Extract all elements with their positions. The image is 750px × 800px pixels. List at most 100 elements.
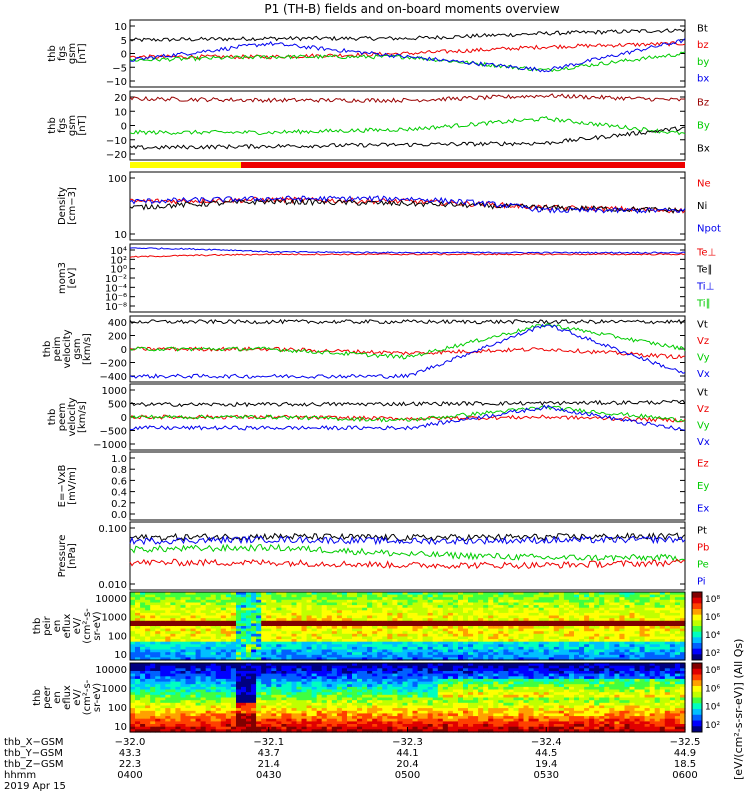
spectrogram-cell bbox=[160, 697, 166, 701]
spectrogram-cell bbox=[634, 641, 641, 645]
spectrogram-cell bbox=[483, 628, 489, 632]
spectrogram-cell bbox=[326, 641, 333, 645]
spectrogram-cell bbox=[604, 592, 610, 596]
spectrogram-cell bbox=[382, 718, 388, 722]
spectrogram-cell bbox=[205, 636, 212, 640]
spectrogram-cell bbox=[357, 646, 363, 651]
spectrogram-cell bbox=[200, 710, 207, 715]
spectrogram-cell bbox=[392, 644, 398, 648]
spectrogram-cell bbox=[392, 705, 398, 709]
spectrogram-cell bbox=[513, 612, 520, 617]
spectrogram-cell bbox=[629, 605, 636, 609]
spectrogram-cell bbox=[664, 652, 671, 656]
spectrogram-cell bbox=[281, 628, 287, 632]
y-axis-label-line: (cm²-s- bbox=[82, 679, 93, 715]
spectrogram-cell bbox=[145, 729, 151, 733]
spectrogram-cell bbox=[246, 620, 252, 624]
spectrogram-cell bbox=[286, 724, 292, 728]
spectrogram-cell bbox=[543, 644, 550, 648]
spectrogram-cell bbox=[296, 671, 303, 675]
spectrogram-cell bbox=[563, 654, 570, 658]
spectrogram-cell bbox=[190, 605, 197, 609]
spectrogram-cell bbox=[135, 673, 141, 677]
spectrogram-cell bbox=[347, 618, 353, 622]
spectrogram-cell bbox=[210, 663, 217, 667]
spectrogram-cell bbox=[180, 644, 187, 648]
spectrogram-cell bbox=[180, 620, 187, 624]
spectrogram-cell bbox=[316, 716, 323, 720]
spectrogram-cell bbox=[594, 657, 600, 661]
spectrogram-cell bbox=[336, 710, 343, 715]
y-tick-label: 1000 bbox=[102, 386, 127, 397]
spectrogram-cell bbox=[316, 713, 323, 717]
spectrogram-cell bbox=[175, 639, 181, 643]
spectrogram-cell bbox=[382, 681, 388, 685]
spectrogram-cell bbox=[518, 620, 525, 624]
spectrogram-cell bbox=[336, 607, 343, 611]
spectrogram-cell bbox=[493, 610, 499, 614]
spectrogram-cell bbox=[447, 684, 454, 688]
spectrogram-cell bbox=[210, 678, 217, 683]
spectrogram-cell bbox=[412, 626, 419, 630]
spectrogram-cell bbox=[377, 678, 383, 683]
spectrogram-cell bbox=[503, 649, 509, 653]
spectrogram-cell bbox=[407, 641, 414, 645]
spectrogram-cell bbox=[140, 612, 146, 617]
spectrogram-cell bbox=[377, 620, 383, 624]
spectrogram-cell bbox=[372, 692, 378, 696]
spectrogram-cell bbox=[321, 663, 328, 667]
spectrogram-cell bbox=[432, 618, 439, 622]
spectrogram-cell bbox=[145, 668, 151, 672]
spectrogram-cell bbox=[215, 700, 222, 704]
spectrogram-cell bbox=[463, 610, 469, 614]
spectrogram-cell bbox=[160, 636, 166, 640]
spectrogram-cell bbox=[215, 628, 222, 632]
spectrogram-cell bbox=[251, 644, 257, 648]
spectrogram-cell bbox=[609, 646, 615, 651]
spectrogram-cell bbox=[331, 602, 338, 606]
spectrogram-cell bbox=[478, 602, 484, 606]
spectrogram-cell bbox=[347, 710, 353, 715]
spectrogram-cell bbox=[634, 633, 641, 637]
spectrogram-cell bbox=[538, 618, 545, 622]
spectrogram-cell bbox=[286, 633, 292, 637]
spectrogram-cell bbox=[150, 618, 156, 622]
spectrogram-cell bbox=[261, 721, 267, 725]
spectrogram-cell bbox=[417, 702, 424, 707]
spectrogram-cell bbox=[553, 605, 560, 609]
spectrogram-cell bbox=[236, 729, 242, 733]
spectrogram-cell bbox=[412, 592, 419, 596]
spectrogram-cell bbox=[281, 692, 287, 696]
spectrogram-cell bbox=[619, 602, 625, 606]
spectrogram-cell bbox=[377, 724, 383, 728]
spectrogram-cell bbox=[180, 663, 187, 667]
spectrogram-cell bbox=[286, 605, 292, 609]
colorbar-step bbox=[692, 637, 702, 644]
spectrogram-cell bbox=[558, 633, 565, 637]
spectrogram-cell bbox=[442, 681, 449, 685]
spectrogram-cell bbox=[392, 594, 398, 598]
spectrogram-cell bbox=[341, 702, 348, 707]
spectrogram-cell bbox=[518, 618, 525, 622]
spectrogram-cell bbox=[508, 592, 514, 596]
spectrogram-cell bbox=[210, 689, 217, 693]
spectrogram-cell bbox=[422, 602, 429, 606]
spectrogram-cell bbox=[372, 665, 378, 669]
spectrogram-cell bbox=[165, 684, 171, 688]
spectrogram-cell bbox=[236, 663, 242, 667]
y-tick-label: 10⁻⁶ bbox=[105, 293, 127, 304]
spectrogram-cell bbox=[165, 594, 171, 598]
spectrogram-cell bbox=[185, 599, 192, 603]
spectrogram-cell bbox=[447, 694, 454, 699]
spectrogram-cell bbox=[316, 628, 323, 632]
spectrogram-cell bbox=[311, 726, 318, 730]
spectrogram-cell bbox=[150, 594, 156, 598]
spectrogram-cell bbox=[473, 663, 479, 667]
spectrogram-cell bbox=[538, 639, 545, 643]
spectrogram-cell bbox=[442, 639, 449, 643]
spectrogram-cell bbox=[331, 692, 338, 696]
spectrogram-cell bbox=[447, 602, 454, 606]
spectrogram-cell bbox=[654, 628, 661, 632]
spectrogram-cell bbox=[271, 633, 277, 637]
spectrogram-cell bbox=[579, 607, 585, 611]
